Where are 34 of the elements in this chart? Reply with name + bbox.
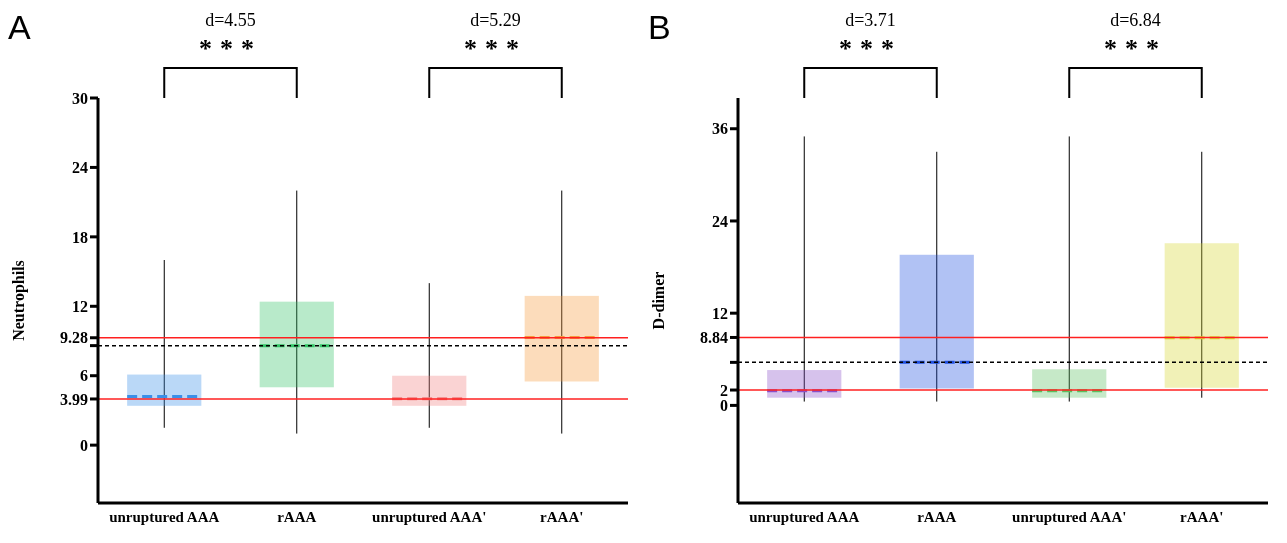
y-tick-label: 24	[712, 212, 728, 230]
y-tick-label: 36	[712, 120, 728, 138]
y-tick-label: 0	[80, 436, 88, 454]
text: d=3.71	[844, 10, 897, 31]
y-tick-label: 24	[72, 159, 88, 177]
x-tick-label: unruptured AAA	[749, 508, 860, 525]
y-axis-title: Neutrophils	[9, 260, 28, 341]
y-tick-label: 18	[72, 228, 88, 246]
text: d=4.55	[204, 10, 257, 31]
y-tick-label: 9.28	[60, 329, 88, 347]
x-tick-label: rAAA	[277, 508, 317, 525]
text: ***	[838, 34, 903, 64]
y-tick-label: 2	[720, 381, 728, 399]
text: ***	[463, 34, 528, 64]
text: d=5.29	[469, 10, 522, 31]
x-tick-label: rAAA	[917, 508, 957, 525]
y-tick-label: 3.99	[60, 390, 88, 408]
x-tick-label: unruptured AAA'	[1012, 508, 1127, 525]
y-tick-label: 12	[72, 297, 88, 315]
x-tick-label: unruptured AAA	[109, 508, 220, 525]
x-tick-label: rAAA'	[540, 508, 584, 525]
y-tick-label: 8.84	[700, 329, 728, 347]
y-axis-title: D-dimer	[649, 271, 667, 330]
x-tick-label: rAAA'	[1180, 508, 1224, 525]
chart-title: B	[648, 8, 671, 47]
y-tick-label: 12	[712, 304, 728, 322]
text: ***	[1103, 34, 1168, 64]
x-tick-label: unruptured AAA'	[372, 508, 487, 525]
y-tick-label: 0	[720, 397, 728, 415]
text: d=6.84	[1109, 10, 1162, 31]
chart-title: A	[8, 8, 31, 47]
text: ***	[198, 34, 263, 64]
y-tick-label: 6	[80, 367, 88, 385]
y-tick-label: 30	[72, 89, 88, 107]
